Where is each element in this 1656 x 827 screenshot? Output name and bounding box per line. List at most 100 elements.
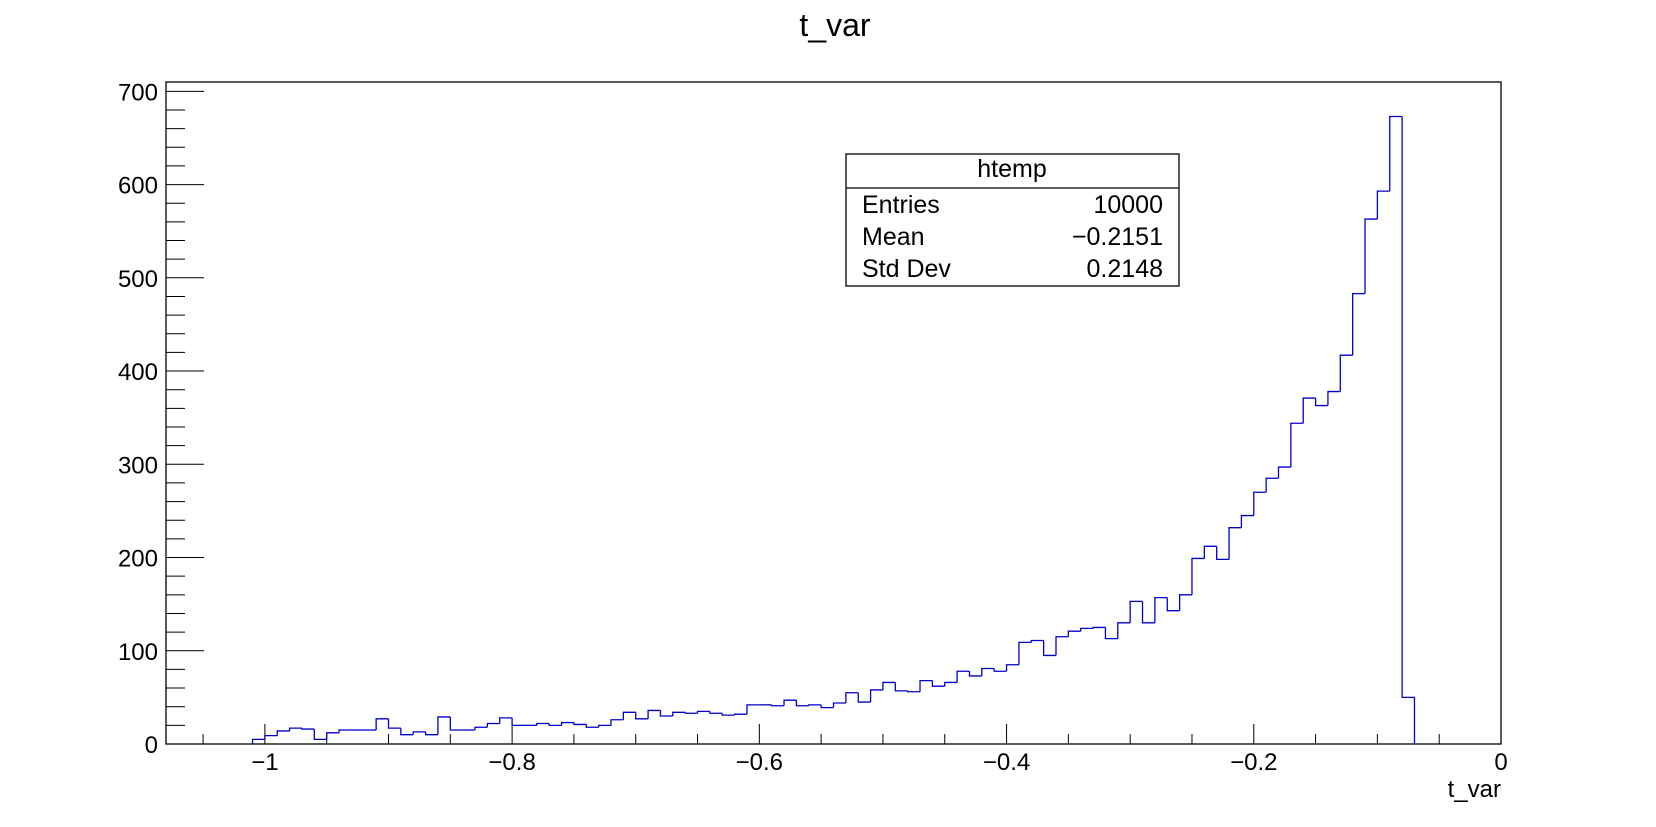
histogram-bin (474, 726, 488, 731)
histogram-bin (251, 738, 265, 744)
histogram-bin (1042, 640, 1056, 657)
y-tick-label: 600 (118, 173, 158, 200)
y-tick-label: 0 (145, 732, 158, 759)
histogram-bin (832, 702, 846, 708)
histogram-bin (1080, 627, 1094, 632)
histogram-bin (733, 713, 747, 716)
histogram-bin (1327, 390, 1341, 406)
y-axis-ticks (166, 90, 204, 745)
histogram-bin (313, 729, 327, 740)
histogram-bin (1302, 397, 1316, 424)
histogram-bin (771, 704, 785, 707)
stats-entries-label: Entries (862, 191, 940, 219)
histogram-bin (1228, 527, 1242, 560)
stats-box-title: htemp (977, 155, 1046, 183)
histogram-bin (597, 724, 611, 728)
x-axis-label: t_var (1448, 776, 1501, 803)
histogram-bin (1030, 639, 1044, 643)
histogram-bin (1290, 422, 1304, 468)
histogram-bin (1277, 466, 1291, 479)
y-tick-label: 200 (118, 546, 158, 573)
histogram-bin (1178, 594, 1192, 611)
histogram-bin (288, 727, 302, 731)
histogram-bin (499, 717, 513, 724)
histogram-bin (919, 679, 933, 692)
histogram-bin (1314, 398, 1328, 407)
histogram-bin (1203, 545, 1217, 559)
histogram-bin (968, 671, 982, 677)
x-tick-label: −0.4 (983, 749, 1030, 776)
histogram-bin (1389, 115, 1403, 192)
y-tick-label: 700 (118, 79, 158, 106)
histogram-bin (981, 667, 995, 676)
plot-frame (165, 81, 1502, 745)
stats-mean-value: −0.2151 (1072, 223, 1163, 251)
histogram-bin (301, 728, 315, 730)
histogram-bin (338, 729, 352, 733)
histogram-bin (264, 734, 278, 740)
histogram-bin (869, 689, 883, 703)
histogram-bin (1339, 354, 1353, 392)
histogram-bin (1376, 190, 1390, 220)
histogram-bin (894, 682, 908, 692)
y-tick-label: 400 (118, 359, 158, 386)
histogram-bin (610, 719, 624, 726)
histogram-bin (721, 713, 735, 716)
stats-entries-value: 10000 (1093, 191, 1163, 219)
x-tick-label: −0.2 (1230, 749, 1277, 776)
histogram-bin (1352, 293, 1366, 356)
x-tick-label: −0.8 (488, 749, 535, 776)
y-tick-label: 300 (118, 452, 158, 479)
histogram-bin (1265, 477, 1279, 493)
histogram-bin (647, 709, 661, 719)
histogram-bin (387, 718, 401, 729)
histogram-bin (783, 699, 797, 706)
histogram-bin (622, 711, 636, 720)
histogram-bin (882, 681, 896, 690)
histogram-bin (437, 716, 451, 735)
histogram-bin (1154, 596, 1168, 623)
histogram-bin (1117, 622, 1131, 639)
histogram-bin (684, 712, 698, 714)
x-axis-ticks (202, 724, 1502, 744)
histogram-bin (1216, 546, 1230, 561)
histogram-bin (1092, 626, 1106, 629)
histogram-bin (486, 722, 500, 728)
histogram-bin (808, 704, 822, 706)
histogram-bin (375, 718, 389, 731)
x-tick-label: −0.6 (736, 749, 783, 776)
histogram-bin (709, 711, 723, 714)
histogram-bin (845, 692, 859, 703)
histogram-bin (1129, 600, 1143, 623)
x-tick-label: −1 (251, 749, 278, 776)
histogram-bin (560, 721, 574, 726)
histogram-bin (1005, 664, 1019, 672)
histogram-bin (1018, 641, 1032, 665)
y-tick-label: 500 (118, 266, 158, 293)
stats-box-frame (845, 153, 1180, 287)
histogram-bin (536, 722, 550, 726)
histogram-bin (276, 730, 290, 736)
histogram-bin (1104, 627, 1118, 640)
stats-stddev-value: 0.2148 (1087, 255, 1163, 283)
x-tick-label: 0 (1494, 749, 1507, 776)
histogram-bin (907, 690, 921, 693)
histogram-bin (1253, 491, 1267, 516)
histogram-bin (548, 723, 562, 727)
histogram-bin (746, 704, 760, 715)
histogram-bin (993, 668, 1007, 672)
chart-title: t_var (799, 7, 870, 43)
x-axis-tick-labels: −1 −0.8 −0.6 −0.4 −0.2 0 (251, 749, 1507, 776)
histogram-bin (449, 716, 463, 731)
histogram-bin (931, 680, 945, 687)
y-tick-label: 100 (118, 639, 158, 666)
histogram-bin (1191, 557, 1205, 595)
histogram-bin (1055, 636, 1069, 656)
histogram-bin (412, 731, 426, 735)
histogram-bin (1401, 116, 1416, 744)
histogram-bin (585, 724, 599, 728)
histogram-bin (956, 670, 970, 683)
histogram-bin (820, 704, 834, 709)
